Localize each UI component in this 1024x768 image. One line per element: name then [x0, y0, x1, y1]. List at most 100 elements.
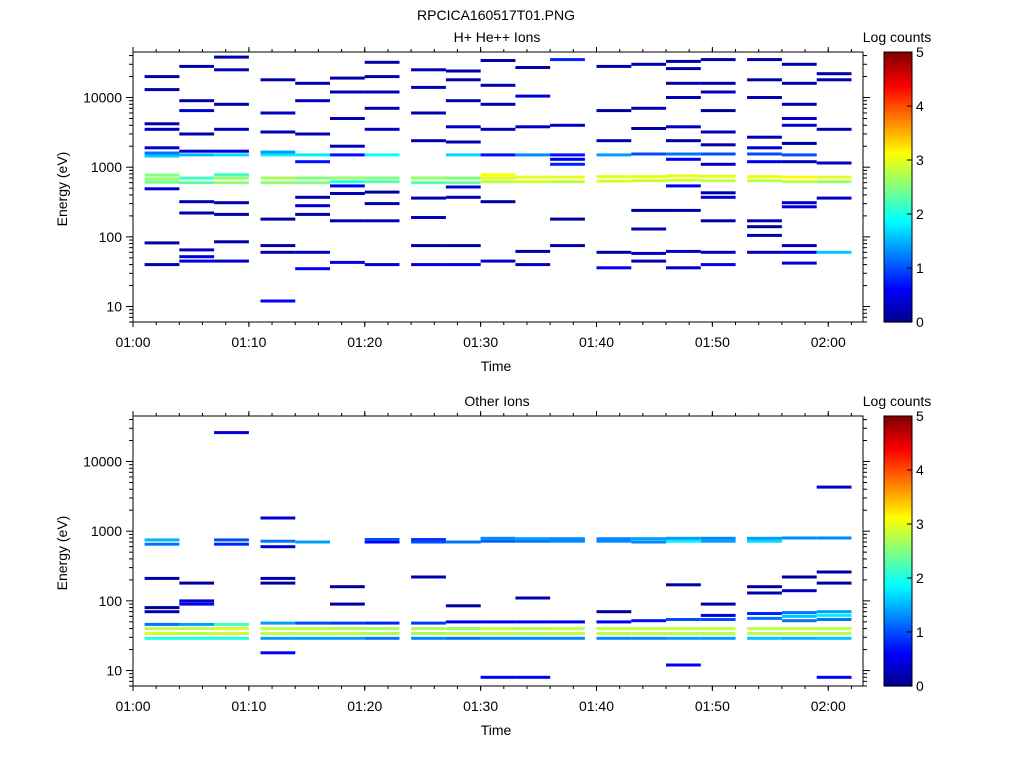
heatmap-cell	[666, 184, 701, 188]
colorbar-segment	[884, 70, 912, 75]
heatmap-cell	[260, 651, 296, 655]
heatmap-cell	[550, 217, 585, 221]
heatmap-cell	[666, 627, 701, 631]
heatmap-cell	[364, 106, 400, 110]
colorbar-segment	[884, 251, 912, 256]
heatmap-cell	[364, 190, 400, 194]
heatmap-cell	[144, 263, 180, 267]
colorbar-segment	[884, 623, 912, 628]
colorbar-segment	[884, 567, 912, 571]
heatmap-cell	[700, 613, 736, 617]
heatmap-cell	[411, 196, 446, 200]
heatmap-cell	[666, 139, 701, 143]
heatmap-cell	[700, 81, 736, 85]
x-tick-label: 01:20	[347, 698, 382, 714]
y-axis-label: Energy (eV)	[54, 516, 70, 591]
heatmap-cell	[144, 542, 180, 546]
colorbar-segment	[884, 52, 912, 56]
heatmap-cell	[445, 620, 481, 624]
heatmap-cell	[631, 540, 667, 544]
heatmap-cell	[666, 583, 701, 587]
colorbar: 0 1 2 3 4 5	[883, 408, 924, 694]
heatmap-cell	[816, 613, 852, 617]
heatmap-cell	[666, 208, 701, 212]
heatmap-cell	[260, 244, 296, 248]
heatmap-cell	[214, 622, 249, 626]
heatmap-cell	[179, 181, 215, 185]
colorbar-segment	[884, 195, 912, 199]
heatmap-cell	[781, 201, 817, 205]
x-tick-label: 01:50	[695, 698, 730, 714]
colorbar-segment	[884, 100, 912, 104]
heatmap-cell	[144, 187, 180, 191]
colorbar-segment	[884, 76, 912, 80]
axes: 01:00 01:10 01:20 01:30 01:40 01:50 02:00 10 100…	[83, 411, 870, 714]
heatmap-cell	[214, 127, 249, 131]
y-tick-label: 100	[99, 593, 123, 609]
colorbar-segment	[884, 534, 912, 539]
heatmap-cell	[550, 175, 585, 179]
colorbar-segment	[884, 553, 912, 557]
heatmap-cell	[596, 109, 632, 113]
heatmap-cell	[781, 175, 817, 179]
heatmap-cell	[480, 127, 516, 131]
heatmap-cell	[480, 632, 516, 635]
heatmap-cell	[550, 539, 585, 543]
heatmap-cell	[364, 153, 400, 157]
heatmap-cell	[214, 212, 249, 216]
heatmap-cell	[260, 545, 296, 549]
heatmap-cell	[330, 184, 365, 188]
colorbar-segment	[884, 507, 912, 512]
heatmap-cell	[179, 636, 215, 640]
heatmap-cell	[364, 90, 400, 94]
heatmap-cell	[816, 675, 852, 679]
colorbar-segment	[884, 230, 912, 234]
colorbar-segment	[884, 542, 912, 547]
heatmap-cell	[816, 72, 852, 76]
heatmap-cell	[781, 205, 817, 209]
heatmap-cell	[260, 627, 296, 631]
colorbar-segment	[884, 81, 912, 85]
colorbar-segment	[884, 219, 912, 223]
heatmap-cell	[781, 614, 817, 618]
heatmap-cell	[666, 125, 701, 129]
x-tick-label: 01:20	[347, 334, 382, 350]
plot-frame	[132, 415, 864, 687]
heatmap-cell	[445, 627, 481, 631]
heatmap-cell	[445, 604, 481, 608]
colorbar-segment	[884, 445, 912, 449]
colorbar-segment	[884, 515, 912, 520]
heatmap-cell	[260, 130, 296, 134]
colorbar-segment	[884, 97, 912, 102]
colorbar-segment	[884, 461, 912, 466]
colorbar-segment	[884, 434, 912, 439]
plot-frame	[132, 51, 864, 323]
colorbar-tick-label: 3	[916, 516, 924, 532]
colorbar-segment	[884, 141, 912, 145]
heatmap-cell	[480, 675, 516, 679]
heatmap-cell	[515, 263, 551, 267]
heatmap-cell	[445, 636, 481, 640]
heatmap-cell	[480, 180, 516, 184]
colorbar-segment	[884, 143, 912, 148]
heatmap-cell	[747, 96, 782, 99]
heatmap-cell	[260, 576, 296, 580]
heatmap-cell	[596, 64, 632, 68]
colorbar-segment	[884, 146, 912, 150]
heatmap-cell	[596, 627, 632, 631]
heatmap-cell	[144, 622, 180, 626]
heatmap-cell	[179, 255, 215, 259]
heatmap-cell	[214, 55, 249, 59]
heatmap-cell	[480, 627, 516, 631]
heatmap-cell	[515, 94, 551, 98]
colorbar-tick-label: 2	[916, 570, 924, 586]
colorbar-segment	[884, 499, 912, 503]
heatmap-cells	[144, 431, 852, 679]
heatmap-cell	[747, 175, 782, 179]
colorbar-segment	[884, 284, 912, 288]
heatmap-cell	[214, 636, 249, 640]
colorbar-segment	[884, 241, 912, 245]
heatmap-cell	[260, 539, 296, 543]
colorbar-segment	[884, 648, 912, 652]
colorbar-segment	[884, 154, 912, 158]
